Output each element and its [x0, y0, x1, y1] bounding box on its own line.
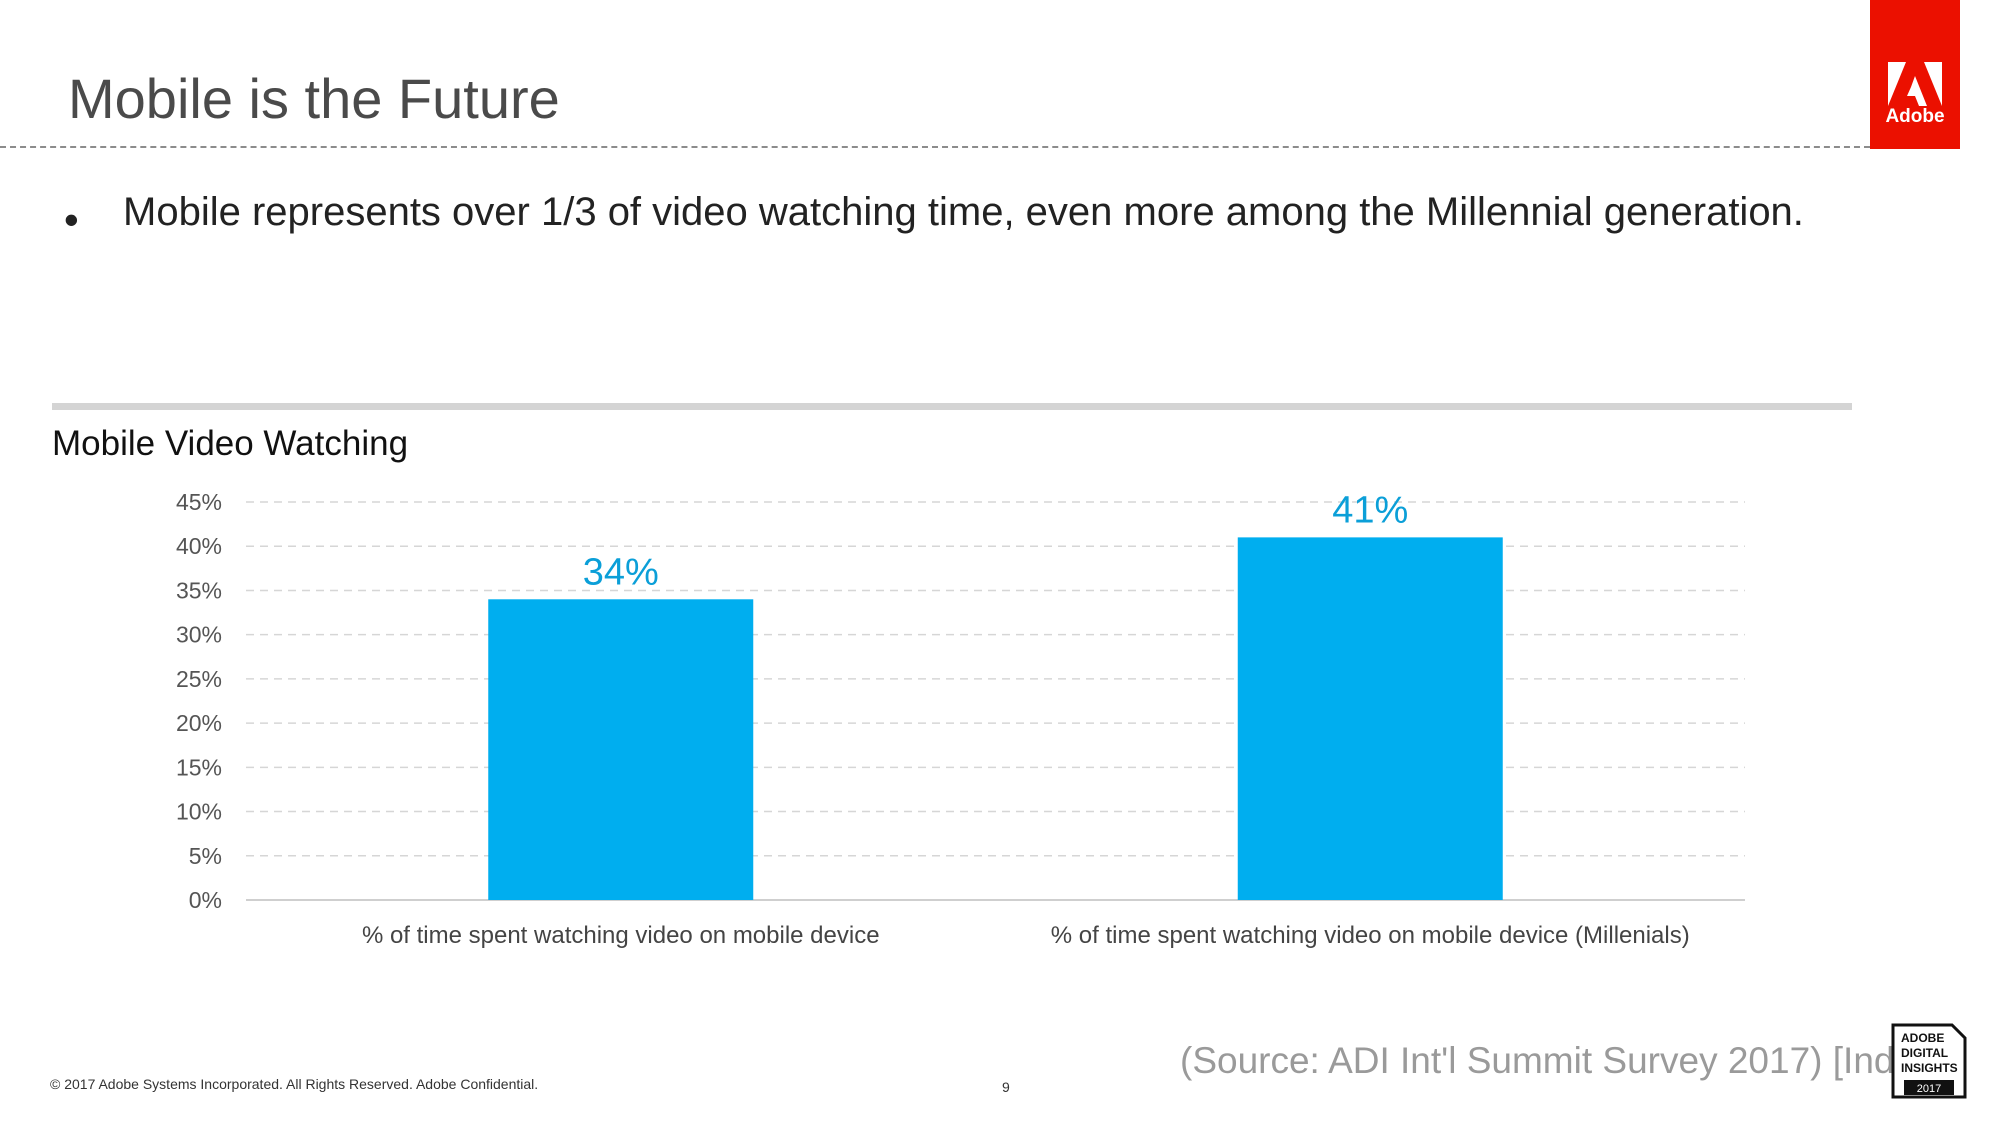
bullet-marker: • — [64, 196, 79, 243]
y-tick-label: 35% — [176, 577, 222, 603]
source-note: (Source: ADI Int'l Summit Survey 2017) [… — [1180, 1040, 1934, 1081]
chart-title: Mobile Video Watching — [52, 424, 409, 463]
x-axis-category-labels: % of time spent watching video on mobile… — [362, 922, 1690, 949]
y-tick-label: 15% — [176, 754, 222, 780]
badge-line-2: DIGITAL — [1901, 1046, 1948, 1060]
title-divider — [0, 146, 1870, 148]
badge-line-3: INSIGHTS — [1901, 1061, 1958, 1075]
chart-gridlines — [246, 501, 1745, 901]
bar — [488, 599, 754, 900]
y-tick-label: 20% — [176, 710, 222, 736]
y-tick-label: 5% — [189, 843, 222, 869]
y-tick-label: 30% — [176, 622, 222, 648]
x-category-label: % of time spent watching video on mobile… — [362, 922, 880, 949]
y-tick-label: 25% — [176, 666, 222, 692]
x-category-label: % of time spent watching video on mobile… — [1051, 922, 1690, 949]
y-tick-label: 0% — [189, 887, 222, 913]
page-number: 9 — [1002, 1079, 1010, 1095]
y-tick-label: 10% — [176, 799, 222, 825]
adobe-logo: Adobe — [1870, 0, 1960, 149]
adobe-logo-text: Adobe — [1885, 106, 1945, 127]
badge-line-1: ADOBE — [1901, 1031, 1944, 1045]
y-tick-label: 40% — [176, 533, 222, 559]
bar-data-label: 41% — [1332, 489, 1408, 531]
bar — [1237, 537, 1503, 900]
adobe-digital-insights-badge: ADOBE DIGITAL INSIGHTS 2017 — [1891, 1023, 1967, 1099]
copyright-notice: © 2017 Adobe Systems Incorporated. All R… — [50, 1076, 539, 1092]
badge-year: 2017 — [1917, 1083, 1941, 1095]
y-axis-tick-labels: 0% 5% 10% 15% 20% 25% 30% 35% 40% 45% — [176, 489, 222, 913]
adobe-logo-icon — [1888, 62, 1942, 106]
slide-title: Mobile is the Future — [68, 67, 560, 130]
bar-chart: 0% 5% 10% 15% 20% 25% 30% 35% 40% 45% 34% 41% % of… — [176, 489, 1745, 949]
chart-header-rule — [52, 403, 1852, 410]
badge-year-box — [1904, 1080, 1954, 1095]
bar-data-label: 34% — [583, 551, 659, 593]
chart-bars — [488, 537, 1503, 900]
chart-data-labels: 34% 41% — [583, 489, 1409, 593]
y-tick-label: 45% — [176, 489, 222, 515]
bullet-text: Mobile represents over 1/3 of video watc… — [123, 190, 1804, 234]
